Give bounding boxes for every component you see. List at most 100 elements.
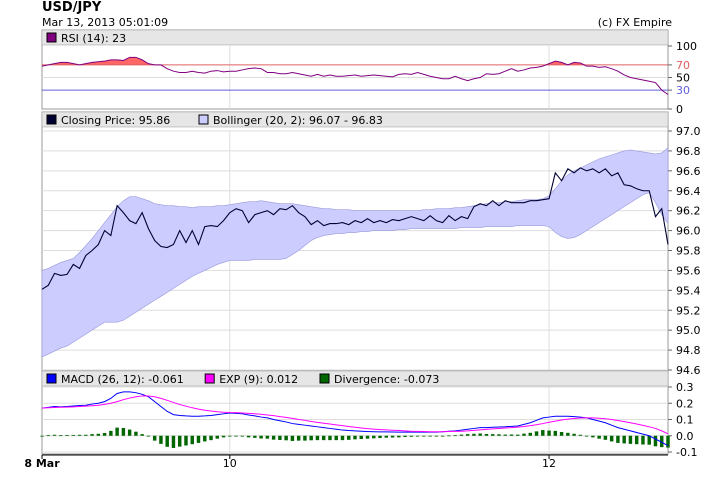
price-ytick-label: 95.0 — [676, 324, 701, 337]
exp-line — [41, 395, 669, 435]
divergence-bar — [334, 435, 338, 441]
divergence-bar — [65, 435, 69, 436]
price-ytick-label: 95.4 — [676, 284, 701, 297]
divergence-bar — [171, 435, 176, 448]
macd-legend-label: Divergence: -0.073 — [334, 373, 439, 386]
divergence-bar — [484, 433, 489, 436]
divergence-bar — [290, 435, 295, 441]
price-ytick-label: 97.0 — [676, 125, 701, 138]
divergence-bar — [384, 435, 389, 438]
divergence-bar — [52, 434, 57, 436]
divergence-bar — [397, 435, 401, 438]
divergence-bar — [203, 435, 207, 442]
divergence-bar — [165, 435, 169, 447]
rsi-line — [41, 56, 669, 95]
rsi-ytick-label: 100 — [676, 40, 697, 53]
divergence-bar — [152, 435, 157, 441]
macd-ytick-label: 0.1 — [676, 414, 694, 427]
price-legend-label: Closing Price: 95.86 — [61, 114, 170, 127]
divergence-bar — [109, 430, 113, 436]
closing-price-line — [41, 167, 669, 290]
divergence-bar — [221, 435, 226, 438]
divergence-bar — [59, 435, 63, 437]
divergence-bar — [472, 433, 476, 436]
divergence-bar — [77, 434, 82, 436]
divergence-bar — [278, 435, 282, 440]
divergence-bar — [591, 435, 595, 438]
divergence-bar — [465, 434, 470, 436]
divergence-bar — [528, 432, 532, 436]
divergence-bar — [140, 434, 144, 436]
divergence-bar — [359, 435, 363, 439]
divergence-bar — [340, 435, 345, 441]
x-tick-label: 12 — [542, 457, 556, 470]
divergence-bar — [121, 427, 126, 436]
macd-ytick-label: 0.3 — [676, 381, 694, 394]
macd-ytick-label: 0.0 — [676, 430, 694, 443]
divergence-bar — [40, 435, 44, 437]
macd-ytick-label: 0.2 — [676, 397, 694, 410]
macd-legend-swatch — [46, 373, 57, 384]
price-ytick-label: 95.2 — [676, 304, 701, 317]
price-ytick-label: 96.4 — [676, 185, 701, 198]
macd-legend-label: EXP (9): 0.012 — [219, 373, 298, 386]
divergence-bar — [347, 435, 351, 440]
divergence-bar — [353, 435, 357, 440]
divergence-bar — [253, 435, 257, 438]
rsi-legend-swatch — [46, 32, 57, 43]
divergence-bar — [228, 435, 232, 437]
divergence-bar — [96, 433, 101, 436]
price-ytick-label: 96.6 — [676, 165, 701, 178]
price-ytick-label: 95.8 — [676, 245, 701, 258]
divergence-bar — [71, 434, 76, 436]
divergence-bar — [178, 435, 182, 447]
divergence-bar — [572, 433, 576, 436]
divergence-bar — [603, 435, 608, 440]
divergence-bar — [541, 430, 545, 436]
price-ytick-label: 94.8 — [676, 344, 701, 357]
divergence-bar — [459, 434, 464, 436]
divergence-bar — [634, 435, 639, 445]
divergence-bar — [409, 435, 414, 437]
divergence-bar — [296, 435, 301, 441]
divergence-bar — [102, 432, 107, 436]
divergence-bar — [246, 435, 251, 438]
divergence-bar — [584, 435, 589, 437]
rsi-ytick-label: 30 — [676, 84, 690, 97]
divergence-bar — [522, 433, 526, 436]
macd-legend-label: MACD (26, 12): -0.061 — [61, 373, 184, 386]
price-ytick-label: 96.2 — [676, 205, 701, 218]
divergence-bar — [453, 435, 457, 437]
macd-legend-swatch — [319, 373, 330, 384]
divergence-bar — [134, 431, 138, 436]
rsi-legend-bar — [41, 29, 669, 46]
divergence-bar — [653, 435, 658, 447]
divergence-bar — [234, 435, 238, 437]
price-ytick-label: 96.0 — [676, 225, 701, 238]
divergence-bar — [328, 435, 332, 441]
divergence-bar — [622, 435, 626, 444]
divergence-bar — [559, 432, 564, 436]
rsi-ytick-label: 0 — [676, 103, 683, 116]
price-ytick-label: 94.6 — [676, 364, 701, 377]
divergence-bar — [365, 435, 370, 439]
divergence-bar — [553, 430, 558, 436]
divergence-bar — [115, 427, 119, 436]
divergence-bar — [628, 435, 633, 444]
divergence-bar — [516, 434, 520, 436]
divergence-bar — [259, 435, 263, 439]
divergence-bar — [509, 434, 514, 436]
divergence-bar — [240, 435, 245, 437]
chart-title: USD/JPY — [42, 0, 102, 15]
price-legend-label: Bollinger (20, 2): 96.07 - 96.83 — [213, 114, 383, 127]
divergence-bar — [503, 434, 507, 436]
divergence-bar — [578, 434, 583, 436]
divergence-bar — [403, 435, 407, 438]
divergence-bar — [127, 429, 132, 436]
divergence-bar — [597, 435, 601, 439]
divergence-bar — [90, 434, 94, 436]
divergence-bar — [422, 435, 426, 437]
macd-ytick-label: -0.1 — [676, 446, 697, 459]
rsi-legend-label: RSI (14): 23 — [61, 32, 126, 45]
price-ytick-label: 96.8 — [676, 145, 701, 158]
